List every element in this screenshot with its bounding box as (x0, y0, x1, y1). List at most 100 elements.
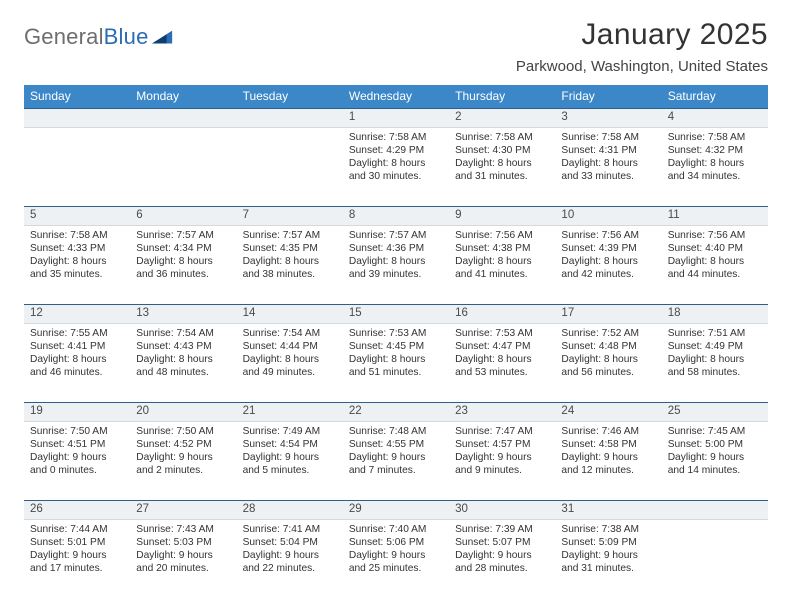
daylight-line: Daylight: 9 hours and 12 minutes. (561, 451, 655, 477)
page-title: January 2025 (516, 18, 768, 52)
day-cell: Sunrise: 7:56 AMSunset: 4:40 PMDaylight:… (662, 226, 768, 304)
day-cell: Sunrise: 7:54 AMSunset: 4:43 PMDaylight:… (130, 324, 236, 402)
daylight-line: Daylight: 8 hours and 34 minutes. (668, 157, 762, 183)
day-cell: Sunrise: 7:39 AMSunset: 5:07 PMDaylight:… (449, 520, 555, 598)
sunrise-line: Sunrise: 7:43 AM (136, 523, 230, 536)
day-number: 12 (24, 305, 130, 323)
week-row: Sunrise: 7:58 AMSunset: 4:33 PMDaylight:… (24, 226, 768, 304)
day-number (237, 109, 343, 127)
day-number: 14 (237, 305, 343, 323)
day-number: 30 (449, 501, 555, 519)
day-number: 23 (449, 403, 555, 421)
sunrise-line: Sunrise: 7:50 AM (30, 425, 124, 438)
sunrise-line: Sunrise: 7:41 AM (243, 523, 337, 536)
sunrise-line: Sunrise: 7:45 AM (668, 425, 762, 438)
daylight-line: Daylight: 8 hours and 42 minutes. (561, 255, 655, 281)
daylight-line: Daylight: 8 hours and 38 minutes. (243, 255, 337, 281)
week-row: Sunrise: 7:55 AMSunset: 4:41 PMDaylight:… (24, 324, 768, 402)
day-cell: Sunrise: 7:58 AMSunset: 4:32 PMDaylight:… (662, 128, 768, 206)
day-number: 8 (343, 207, 449, 225)
day-number: 4 (662, 109, 768, 127)
sunset-line: Sunset: 4:31 PM (561, 144, 655, 157)
sunrise-line: Sunrise: 7:51 AM (668, 327, 762, 340)
sunset-line: Sunset: 5:01 PM (30, 536, 124, 549)
day-header: Wednesday (343, 85, 449, 108)
day-number: 13 (130, 305, 236, 323)
daylight-line: Daylight: 9 hours and 0 minutes. (30, 451, 124, 477)
sunrise-line: Sunrise: 7:57 AM (243, 229, 337, 242)
day-cell: Sunrise: 7:47 AMSunset: 4:57 PMDaylight:… (449, 422, 555, 500)
day-number: 2 (449, 109, 555, 127)
daylight-line: Daylight: 9 hours and 5 minutes. (243, 451, 337, 477)
sunset-line: Sunset: 4:57 PM (455, 438, 549, 451)
sunset-line: Sunset: 4:32 PM (668, 144, 762, 157)
day-number: 27 (130, 501, 236, 519)
daylight-line: Daylight: 9 hours and 9 minutes. (455, 451, 549, 477)
sunset-line: Sunset: 4:48 PM (561, 340, 655, 353)
day-number: 5 (24, 207, 130, 225)
day-number: 19 (24, 403, 130, 421)
daylight-line: Daylight: 9 hours and 7 minutes. (349, 451, 443, 477)
week-row: Sunrise: 7:58 AMSunset: 4:29 PMDaylight:… (24, 128, 768, 206)
day-cell: Sunrise: 7:57 AMSunset: 4:34 PMDaylight:… (130, 226, 236, 304)
day-number: 9 (449, 207, 555, 225)
sunrise-line: Sunrise: 7:58 AM (561, 131, 655, 144)
sunrise-line: Sunrise: 7:58 AM (455, 131, 549, 144)
week-row: Sunrise: 7:44 AMSunset: 5:01 PMDaylight:… (24, 520, 768, 598)
sunrise-line: Sunrise: 7:57 AM (136, 229, 230, 242)
day-number: 15 (343, 305, 449, 323)
day-number: 24 (555, 403, 661, 421)
day-cell: Sunrise: 7:46 AMSunset: 4:58 PMDaylight:… (555, 422, 661, 500)
day-cell: Sunrise: 7:58 AMSunset: 4:31 PMDaylight:… (555, 128, 661, 206)
day-header-row: SundayMondayTuesdayWednesdayThursdayFrid… (24, 85, 768, 108)
day-cell (130, 128, 236, 206)
daylight-line: Daylight: 9 hours and 17 minutes. (30, 549, 124, 575)
sunset-line: Sunset: 4:34 PM (136, 242, 230, 255)
day-number: 7 (237, 207, 343, 225)
daynum-row: 12131415161718 (24, 304, 768, 324)
weeks-container: 1234Sunrise: 7:58 AMSunset: 4:29 PMDayli… (24, 108, 768, 598)
sunset-line: Sunset: 4:38 PM (455, 242, 549, 255)
daylight-line: Daylight: 8 hours and 53 minutes. (455, 353, 549, 379)
day-number: 29 (343, 501, 449, 519)
day-cell: Sunrise: 7:49 AMSunset: 4:54 PMDaylight:… (237, 422, 343, 500)
day-cell: Sunrise: 7:48 AMSunset: 4:55 PMDaylight:… (343, 422, 449, 500)
day-number (662, 501, 768, 519)
day-cell: Sunrise: 7:57 AMSunset: 4:36 PMDaylight:… (343, 226, 449, 304)
day-number (24, 109, 130, 127)
daylight-line: Daylight: 9 hours and 22 minutes. (243, 549, 337, 575)
day-cell: Sunrise: 7:40 AMSunset: 5:06 PMDaylight:… (343, 520, 449, 598)
sunrise-line: Sunrise: 7:47 AM (455, 425, 549, 438)
daynum-row: 262728293031 (24, 500, 768, 520)
sunrise-line: Sunrise: 7:46 AM (561, 425, 655, 438)
sunset-line: Sunset: 4:54 PM (243, 438, 337, 451)
sunset-line: Sunset: 4:49 PM (668, 340, 762, 353)
day-header: Tuesday (237, 85, 343, 108)
header-row: GeneralBlue January 2025 Parkwood, Washi… (24, 18, 768, 75)
daylight-line: Daylight: 8 hours and 56 minutes. (561, 353, 655, 379)
sunrise-line: Sunrise: 7:54 AM (243, 327, 337, 340)
sunrise-line: Sunrise: 7:58 AM (349, 131, 443, 144)
daylight-line: Daylight: 9 hours and 28 minutes. (455, 549, 549, 575)
sunset-line: Sunset: 4:29 PM (349, 144, 443, 157)
daylight-line: Daylight: 8 hours and 48 minutes. (136, 353, 230, 379)
day-cell: Sunrise: 7:53 AMSunset: 4:47 PMDaylight:… (449, 324, 555, 402)
sunset-line: Sunset: 5:04 PM (243, 536, 337, 549)
day-cell: Sunrise: 7:43 AMSunset: 5:03 PMDaylight:… (130, 520, 236, 598)
sunset-line: Sunset: 4:45 PM (349, 340, 443, 353)
sunset-line: Sunset: 4:30 PM (455, 144, 549, 157)
day-cell: Sunrise: 7:44 AMSunset: 5:01 PMDaylight:… (24, 520, 130, 598)
day-number (130, 109, 236, 127)
sunrise-line: Sunrise: 7:52 AM (561, 327, 655, 340)
daylight-line: Daylight: 8 hours and 51 minutes. (349, 353, 443, 379)
daylight-line: Daylight: 9 hours and 20 minutes. (136, 549, 230, 575)
day-cell: Sunrise: 7:56 AMSunset: 4:38 PMDaylight:… (449, 226, 555, 304)
daylight-line: Daylight: 9 hours and 2 minutes. (136, 451, 230, 477)
day-cell: Sunrise: 7:53 AMSunset: 4:45 PMDaylight:… (343, 324, 449, 402)
calendar-grid: SundayMondayTuesdayWednesdayThursdayFrid… (24, 85, 768, 598)
daylight-line: Daylight: 8 hours and 49 minutes. (243, 353, 337, 379)
daylight-line: Daylight: 8 hours and 39 minutes. (349, 255, 443, 281)
sunrise-line: Sunrise: 7:55 AM (30, 327, 124, 340)
week-row: Sunrise: 7:50 AMSunset: 4:51 PMDaylight:… (24, 422, 768, 500)
day-number: 3 (555, 109, 661, 127)
